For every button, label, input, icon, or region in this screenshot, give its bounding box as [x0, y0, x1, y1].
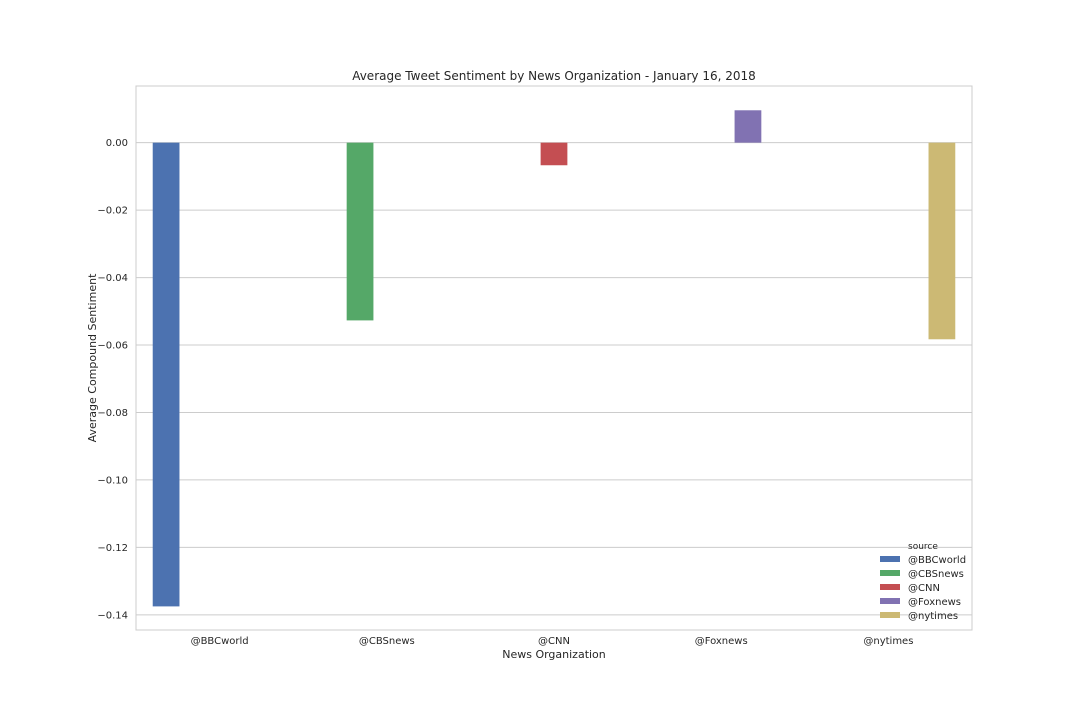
legend-swatch	[880, 584, 900, 590]
bar-foxnews	[734, 110, 762, 143]
bars	[152, 110, 956, 607]
bar-nytimes	[928, 142, 956, 340]
legend-swatch	[880, 598, 900, 604]
legend: source @BBCworld @CBSnews @CNN @Foxnews @nyt…	[880, 542, 966, 622]
y-tick-label: −0.06	[97, 341, 128, 352]
y-tick-label: −0.02	[97, 206, 128, 217]
bar-cbsnews	[346, 142, 374, 321]
plot-frame	[135, 85, 973, 631]
y-tick-label: −0.08	[97, 408, 128, 419]
y-tick-labels: 0.00 −0.02 −0.04 −0.06 −0.08 −0.10 −0.12 −0.14	[97, 138, 128, 621]
y-tick-label: −0.14	[97, 610, 128, 621]
y-tick-label: −0.10	[97, 475, 128, 486]
y-tick-label: −0.12	[97, 543, 128, 554]
x-tick-label: @BBCworld	[191, 636, 249, 647]
y-axis-label: Average Compound Sentiment	[86, 273, 99, 442]
x-tick-label: @CNN	[538, 636, 570, 647]
y-tick-label: −0.04	[97, 273, 128, 284]
x-tick-label: @nytimes	[863, 636, 913, 647]
y-tick-label: 0.00	[106, 138, 128, 149]
legend-swatch	[880, 570, 900, 576]
gridlines	[136, 142, 972, 616]
x-tick-label: @Foxnews	[695, 636, 748, 647]
chart-title: Average Tweet Sentiment by News Organiza…	[352, 69, 756, 83]
legend-entry: @BBCworld	[908, 555, 966, 566]
legend-entry: @CBSnews	[908, 569, 964, 580]
x-axis-label: News Organization	[502, 648, 606, 661]
legend-title: source	[908, 542, 938, 552]
legend-entry: @nytimes	[908, 611, 958, 622]
legend-entry: @Foxnews	[908, 597, 961, 608]
legend-swatch	[880, 612, 900, 618]
legend-entry: @CNN	[908, 583, 940, 594]
legend-swatch	[880, 556, 900, 562]
bar-bbcworld	[152, 142, 180, 607]
x-tick-label: @CBSnews	[359, 636, 415, 647]
x-tick-labels: @BBCworld @CBSnews @CNN @Foxnews @nytimes	[191, 636, 914, 647]
bar-cnn	[540, 142, 568, 166]
